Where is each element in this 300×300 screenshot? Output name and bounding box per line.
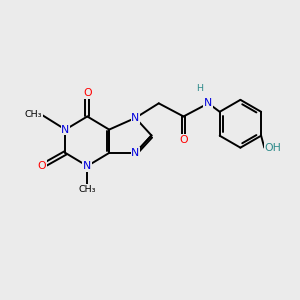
Text: N: N: [61, 124, 70, 135]
Text: O: O: [179, 135, 188, 145]
Text: N: N: [131, 148, 140, 158]
Text: CH₃: CH₃: [79, 185, 96, 194]
Text: N: N: [204, 98, 212, 108]
Text: CH₃: CH₃: [25, 110, 42, 119]
Text: H: H: [196, 84, 203, 93]
Text: OH: OH: [264, 143, 281, 153]
Text: O: O: [38, 161, 46, 171]
Text: N: N: [131, 113, 140, 123]
Text: O: O: [83, 88, 92, 98]
Text: N: N: [83, 161, 92, 171]
